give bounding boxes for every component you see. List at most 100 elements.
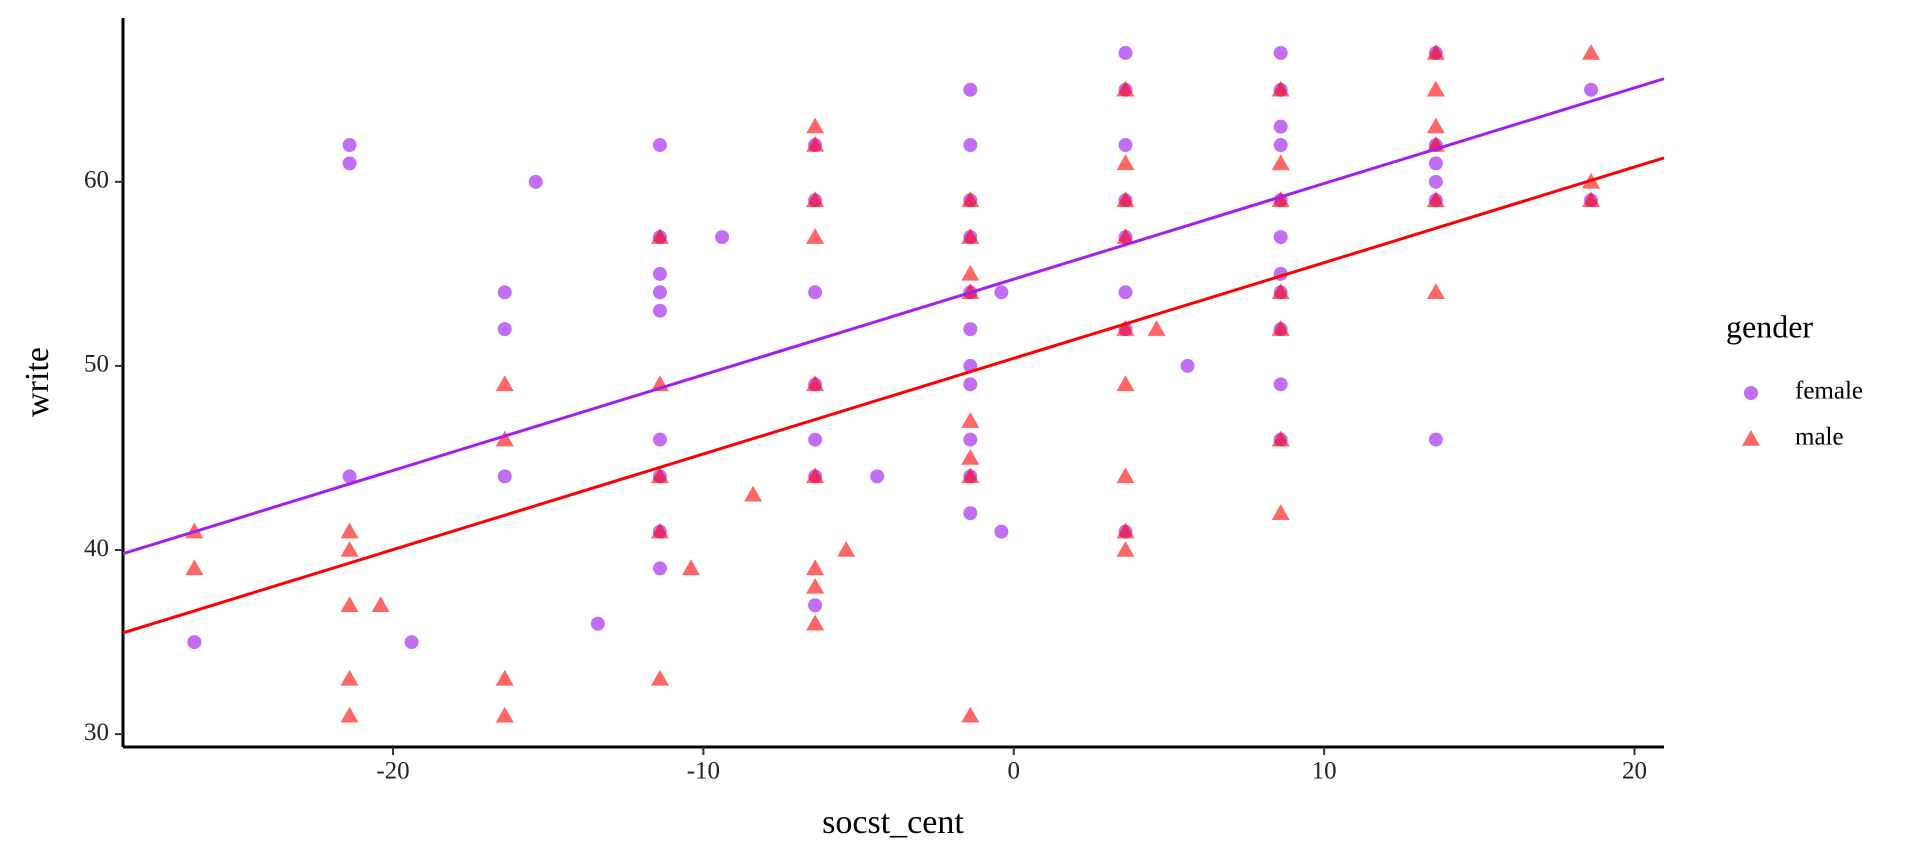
data-point	[1582, 191, 1601, 207]
data-point	[681, 559, 700, 576]
data-point	[961, 191, 980, 207]
data-point	[961, 228, 980, 244]
data-point	[994, 285, 1009, 300]
data-point	[1271, 430, 1290, 447]
data-point	[340, 541, 359, 557]
data-point	[650, 467, 669, 484]
data-point	[342, 138, 357, 153]
data-point	[963, 506, 978, 521]
data-point	[963, 82, 978, 97]
data-point	[652, 266, 667, 281]
data-point	[1271, 80, 1290, 97]
data-point	[744, 485, 763, 502]
data-point	[650, 522, 669, 539]
data-point	[1273, 138, 1288, 153]
fit-line	[122, 156, 1665, 635]
legend-label: male	[1795, 424, 1844, 451]
data-point	[495, 669, 514, 686]
data-point	[528, 174, 543, 189]
data-point	[652, 138, 667, 153]
data-point	[342, 469, 357, 484]
x-tick-label: -10	[687, 758, 720, 785]
data-point	[1426, 117, 1445, 134]
data-point	[963, 377, 978, 392]
data-point	[1116, 522, 1135, 539]
x-axis-title: socst_cent	[822, 804, 964, 841]
data-point	[1426, 43, 1445, 60]
data-point	[1584, 82, 1599, 97]
x-tick-label: 10	[1312, 758, 1337, 785]
x-tick-label: -20	[376, 758, 409, 785]
data-point	[652, 432, 667, 447]
data-point	[1118, 285, 1133, 300]
data-point	[495, 375, 514, 392]
data-point	[806, 117, 825, 134]
data-point	[1116, 467, 1135, 484]
data-point	[806, 228, 825, 244]
data-point	[1273, 377, 1288, 392]
data-point	[1147, 320, 1166, 336]
data-point	[806, 136, 825, 152]
data-point	[495, 706, 514, 723]
data-point	[961, 412, 980, 428]
data-point	[1271, 504, 1290, 520]
data-point	[652, 561, 667, 576]
data-point	[1116, 541, 1135, 557]
data-point	[187, 635, 202, 650]
data-point	[808, 285, 823, 300]
data-point	[1116, 154, 1135, 171]
legend-marker	[1742, 430, 1760, 446]
data-point	[652, 303, 667, 318]
y-tick-label: 60	[84, 167, 109, 194]
data-point	[963, 322, 978, 337]
data-point	[340, 596, 359, 612]
legend-marker	[1744, 386, 1758, 400]
data-point	[994, 524, 1009, 539]
data-point	[404, 635, 419, 650]
data-point	[806, 467, 825, 484]
data-point	[1428, 174, 1443, 189]
data-point	[1428, 156, 1443, 171]
data-point	[961, 448, 980, 465]
data-point	[1273, 230, 1288, 245]
fit-line	[122, 77, 1665, 556]
data-point	[1271, 154, 1290, 171]
data-point	[961, 264, 980, 281]
data-point	[1271, 283, 1290, 300]
data-point	[963, 138, 978, 153]
data-point	[1118, 138, 1133, 153]
data-point	[837, 541, 856, 557]
data-point	[340, 669, 359, 686]
data-point	[1116, 375, 1135, 392]
data-point	[340, 706, 359, 723]
data-point	[961, 706, 980, 723]
data-point	[1116, 191, 1135, 207]
data-point	[1428, 432, 1443, 447]
x-tick-label: 0	[1008, 758, 1021, 785]
data-point	[870, 469, 885, 484]
data-point	[1271, 320, 1290, 336]
data-point	[650, 669, 669, 686]
legend-title: gender	[1726, 308, 1813, 344]
data-point	[1116, 80, 1135, 97]
data-point	[1271, 191, 1290, 207]
data-point	[808, 432, 823, 447]
data-point	[806, 559, 825, 576]
data-point	[806, 375, 825, 392]
y-tick-label: 30	[84, 719, 109, 746]
data-point	[1426, 283, 1445, 300]
data-point	[340, 522, 359, 539]
data-point	[652, 285, 667, 300]
data-point	[1426, 191, 1445, 207]
data-point	[1116, 320, 1135, 336]
data-point	[497, 322, 512, 337]
data-point	[342, 156, 357, 171]
data-point	[497, 469, 512, 484]
data-point	[1273, 45, 1288, 60]
data-point	[1116, 228, 1135, 244]
data-point	[590, 616, 605, 631]
data-point	[808, 598, 823, 613]
data-point	[185, 559, 204, 576]
y-axis-title: write	[19, 347, 56, 417]
